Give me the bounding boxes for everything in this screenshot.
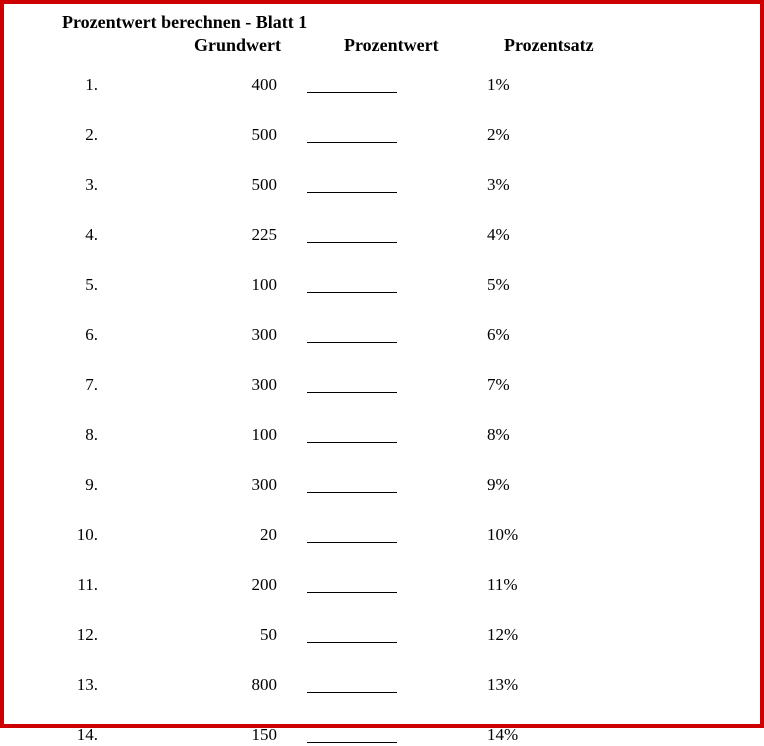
grundwert-value: 500 [102,125,277,145]
row-number: 6. [62,325,102,345]
row-number: 9. [62,475,102,495]
grundwert-value: 225 [102,225,277,245]
table-row: 3.500 3% [62,174,760,196]
table-row: 4.225 4% [62,224,760,246]
table-row: 9.300 9% [62,474,760,496]
table-row: 10.20 10% [62,524,760,546]
table-row: 7.300 7% [62,374,760,396]
row-number: 8. [62,425,102,445]
table-row: 6.300 6% [62,324,760,346]
row-number: 7. [62,375,102,395]
grundwert-value: 300 [102,375,277,395]
table-row: 5.100 5% [62,274,760,296]
prozentwert-blank[interactable] [277,427,427,443]
grundwert-value: 800 [102,675,277,695]
prozentwert-blank[interactable] [277,277,427,293]
blank-line [307,227,397,243]
row-number: 11. [62,575,102,595]
row-number: 12. [62,625,102,645]
prozentsatz-value: 11% [427,575,577,595]
prozentwert-blank[interactable] [277,177,427,193]
prozentsatz-value: 14% [427,725,577,745]
blank-line [307,77,397,93]
grundwert-value: 200 [102,575,277,595]
prozentsatz-value: 3% [427,175,577,195]
table-row: 14.150 14% [62,724,760,746]
blank-line [307,127,397,143]
blank-line [307,677,397,693]
table-row: 12.50 12% [62,624,760,646]
blank-line [307,327,397,343]
prozentsatz-value: 12% [427,625,577,645]
prozentwert-blank[interactable] [277,127,427,143]
prozentsatz-value: 13% [427,675,577,695]
prozentwert-blank[interactable] [277,327,427,343]
prozentsatz-value: 8% [427,425,577,445]
prozentsatz-value: 9% [427,475,577,495]
prozentsatz-value: 5% [427,275,577,295]
prozentwert-blank[interactable] [277,227,427,243]
prozentwert-blank[interactable] [277,377,427,393]
row-number: 2. [62,125,102,145]
grundwert-value: 400 [102,75,277,95]
table-row: 13.800 13% [62,674,760,696]
table-row: 11.200 11% [62,574,760,596]
header-prozentwert: Prozentwert [344,35,504,56]
table-row: 2.500 2% [62,124,760,146]
prozentsatz-value: 1% [427,75,577,95]
worksheet-content: Prozentwert berechnen - Blatt 1 Grundwer… [4,12,760,746]
blank-line [307,427,397,443]
prozentsatz-value: 10% [427,525,577,545]
prozentwert-blank[interactable] [277,727,427,743]
table-row: 8.100 8% [62,424,760,446]
grundwert-value: 500 [102,175,277,195]
grundwert-value: 300 [102,325,277,345]
prozentsatz-value: 7% [427,375,577,395]
row-number: 14. [62,725,102,745]
prozentwert-blank[interactable] [277,677,427,693]
prozentsatz-value: 2% [427,125,577,145]
worksheet-border: Prozentwert berechnen - Blatt 1 Grundwer… [0,0,764,728]
prozentsatz-value: 6% [427,325,577,345]
prozentwert-blank[interactable] [277,627,427,643]
row-number: 5. [62,275,102,295]
prozentwert-blank[interactable] [277,77,427,93]
row-number: 10. [62,525,102,545]
blank-line [307,627,397,643]
header-row: Grundwert Prozentwert Prozentsatz [62,35,760,56]
prozentwert-blank[interactable] [277,527,427,543]
blank-line [307,277,397,293]
grundwert-value: 20 [102,525,277,545]
grundwert-value: 300 [102,475,277,495]
row-number: 1. [62,75,102,95]
header-prozentsatz: Prozentsatz [504,35,654,56]
table-row: 1.400 1% [62,74,760,96]
blank-line [307,377,397,393]
blank-line [307,727,397,743]
blank-line [307,177,397,193]
grundwert-value: 50 [102,625,277,645]
prozentwert-blank[interactable] [277,477,427,493]
rows-container: 1.4001%2.5002%3.5003%4.2254%5.1005%6.300… [62,74,760,746]
header-spacer [62,35,194,56]
prozentsatz-value: 4% [427,225,577,245]
row-number: 13. [62,675,102,695]
row-number: 3. [62,175,102,195]
blank-line [307,527,397,543]
grundwert-value: 100 [102,275,277,295]
prozentwert-blank[interactable] [277,577,427,593]
header-grundwert: Grundwert [194,35,344,56]
blank-line [307,477,397,493]
blank-line [307,577,397,593]
row-number: 4. [62,225,102,245]
worksheet-title: Prozentwert berechnen - Blatt 1 [62,12,760,33]
grundwert-value: 150 [102,725,277,745]
grundwert-value: 100 [102,425,277,445]
